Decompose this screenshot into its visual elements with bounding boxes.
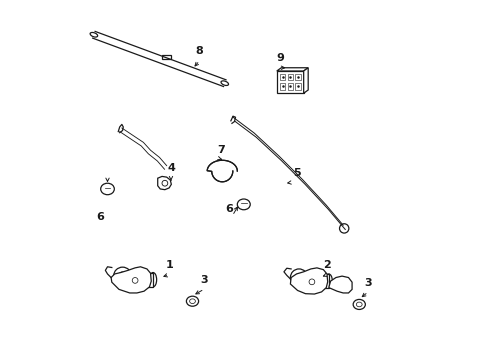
Circle shape [290, 269, 307, 286]
Text: 1: 1 [165, 260, 173, 270]
Ellipse shape [325, 274, 332, 288]
Polygon shape [290, 268, 327, 294]
Polygon shape [158, 176, 171, 190]
Polygon shape [207, 160, 237, 182]
Polygon shape [328, 276, 351, 293]
Text: 7: 7 [217, 145, 224, 155]
Polygon shape [111, 267, 151, 293]
Polygon shape [303, 68, 307, 93]
Circle shape [339, 224, 348, 233]
Polygon shape [276, 71, 303, 93]
Ellipse shape [149, 273, 156, 287]
Text: 3: 3 [200, 275, 208, 285]
Ellipse shape [101, 183, 114, 195]
Text: 5: 5 [292, 168, 300, 178]
Text: 2: 2 [323, 260, 330, 270]
Ellipse shape [237, 199, 250, 210]
Bar [137, 273, 153, 287]
Text: 4: 4 [167, 163, 175, 173]
Text: 6: 6 [224, 204, 232, 215]
Circle shape [113, 267, 131, 285]
Text: 6: 6 [96, 212, 104, 221]
Text: 9: 9 [276, 53, 284, 63]
Bar [312, 274, 328, 288]
Ellipse shape [308, 274, 316, 288]
Text: 3: 3 [364, 278, 371, 288]
Ellipse shape [133, 273, 140, 287]
Ellipse shape [186, 296, 198, 306]
Polygon shape [276, 68, 307, 71]
Polygon shape [162, 55, 170, 59]
Circle shape [162, 180, 167, 186]
Ellipse shape [352, 300, 365, 310]
Ellipse shape [221, 81, 228, 85]
Ellipse shape [90, 32, 98, 37]
Text: 8: 8 [195, 46, 203, 56]
